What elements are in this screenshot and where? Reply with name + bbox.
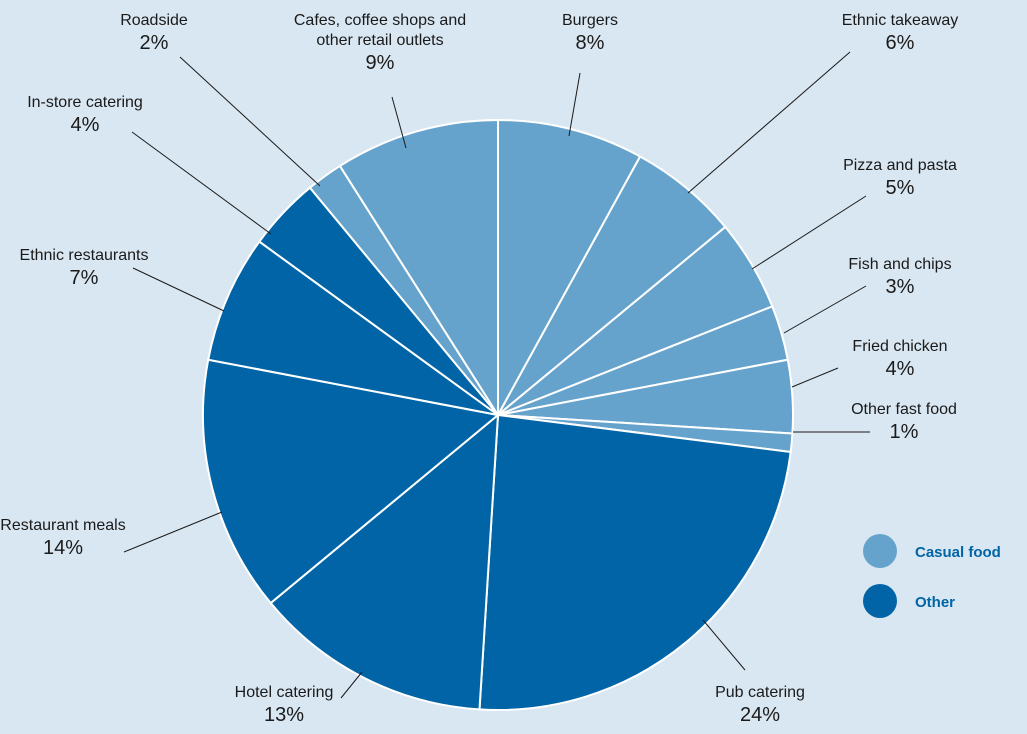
slice-label-name-12-0: Cafes, coffee shops and (294, 12, 466, 29)
leader-line-2 (751, 195, 867, 270)
pie-slice-9 (207, 240, 499, 416)
slice-label-name-2: Pizza and pasta (843, 157, 957, 174)
leader-lines (123, 51, 870, 699)
slice-label-value-12: 9% (366, 52, 395, 74)
slice-label-value-8: 14% (43, 537, 83, 559)
leader-line-9 (132, 267, 225, 312)
legend-swatch-casual (863, 534, 897, 568)
slice-label-value-0: 8% (576, 32, 605, 54)
slice-label-name-5: Other fast food (851, 401, 957, 418)
slice-label-name-8: Restaurant meals (0, 517, 125, 534)
slice-label-value-11: 2% (140, 32, 169, 54)
leader-line-7 (340, 671, 363, 699)
slice-label-value-9: 7% (70, 267, 99, 289)
legend-swatch-other (863, 584, 897, 618)
slice-label-name-4: Fried chicken (852, 338, 947, 355)
slice-label-name-1: Ethnic takeaway (842, 12, 959, 29)
leader-line-1 (687, 51, 851, 194)
slice-label-name-3: Fish and chips (848, 256, 951, 273)
slice-label-name-6: Pub catering (715, 684, 805, 701)
slice-label-value-5: 1% (890, 421, 919, 443)
legend-label-casual: Casual food (915, 544, 1001, 561)
leader-line-3 (783, 285, 867, 334)
pie-slice-6 (478, 413, 792, 711)
slice-label-value-7: 13% (264, 704, 304, 726)
slice-labels: Burgers 8% Ethnic takeaway 6% Pizza and past… (0, 12, 958, 726)
slice-label-value-10: 4% (71, 114, 100, 136)
slice-label-name-10: In-store catering (27, 94, 143, 111)
pie-slice-7 (269, 412, 500, 711)
slice-label-value-2: 5% (886, 177, 915, 199)
pie-slice-8 (202, 358, 501, 605)
legend-label-other: Other (915, 594, 955, 611)
slice-label-value-1: 6% (886, 32, 915, 54)
slice-label-name-11: Roadside (120, 12, 188, 29)
slice-label-value-6: 24% (740, 704, 780, 726)
legend-item-other: Other (863, 584, 955, 618)
pie-slice-0 (497, 118, 642, 416)
legend-item-casual: Casual food (863, 534, 1001, 568)
pie-slice-12 (338, 118, 499, 419)
slice-label-name-12-1: other retail outlets (316, 32, 443, 49)
leader-line-8 (123, 511, 223, 553)
legend: Casual food Other (863, 534, 1001, 618)
leader-line-4 (791, 367, 839, 388)
leader-line-10 (131, 131, 272, 235)
pie-slices (202, 118, 794, 711)
slice-label-value-3: 3% (886, 276, 915, 298)
slice-label-name-0: Burgers (562, 12, 618, 29)
leader-line-0 (568, 72, 581, 137)
leader-line-11 (179, 56, 321, 187)
leader-line-6 (702, 619, 746, 671)
leader-line-12 (391, 96, 407, 149)
slice-label-name-9: Ethnic restaurants (20, 247, 149, 264)
slice-label-value-4: 4% (886, 358, 915, 380)
slice-label-name-7: Hotel catering (235, 684, 334, 701)
